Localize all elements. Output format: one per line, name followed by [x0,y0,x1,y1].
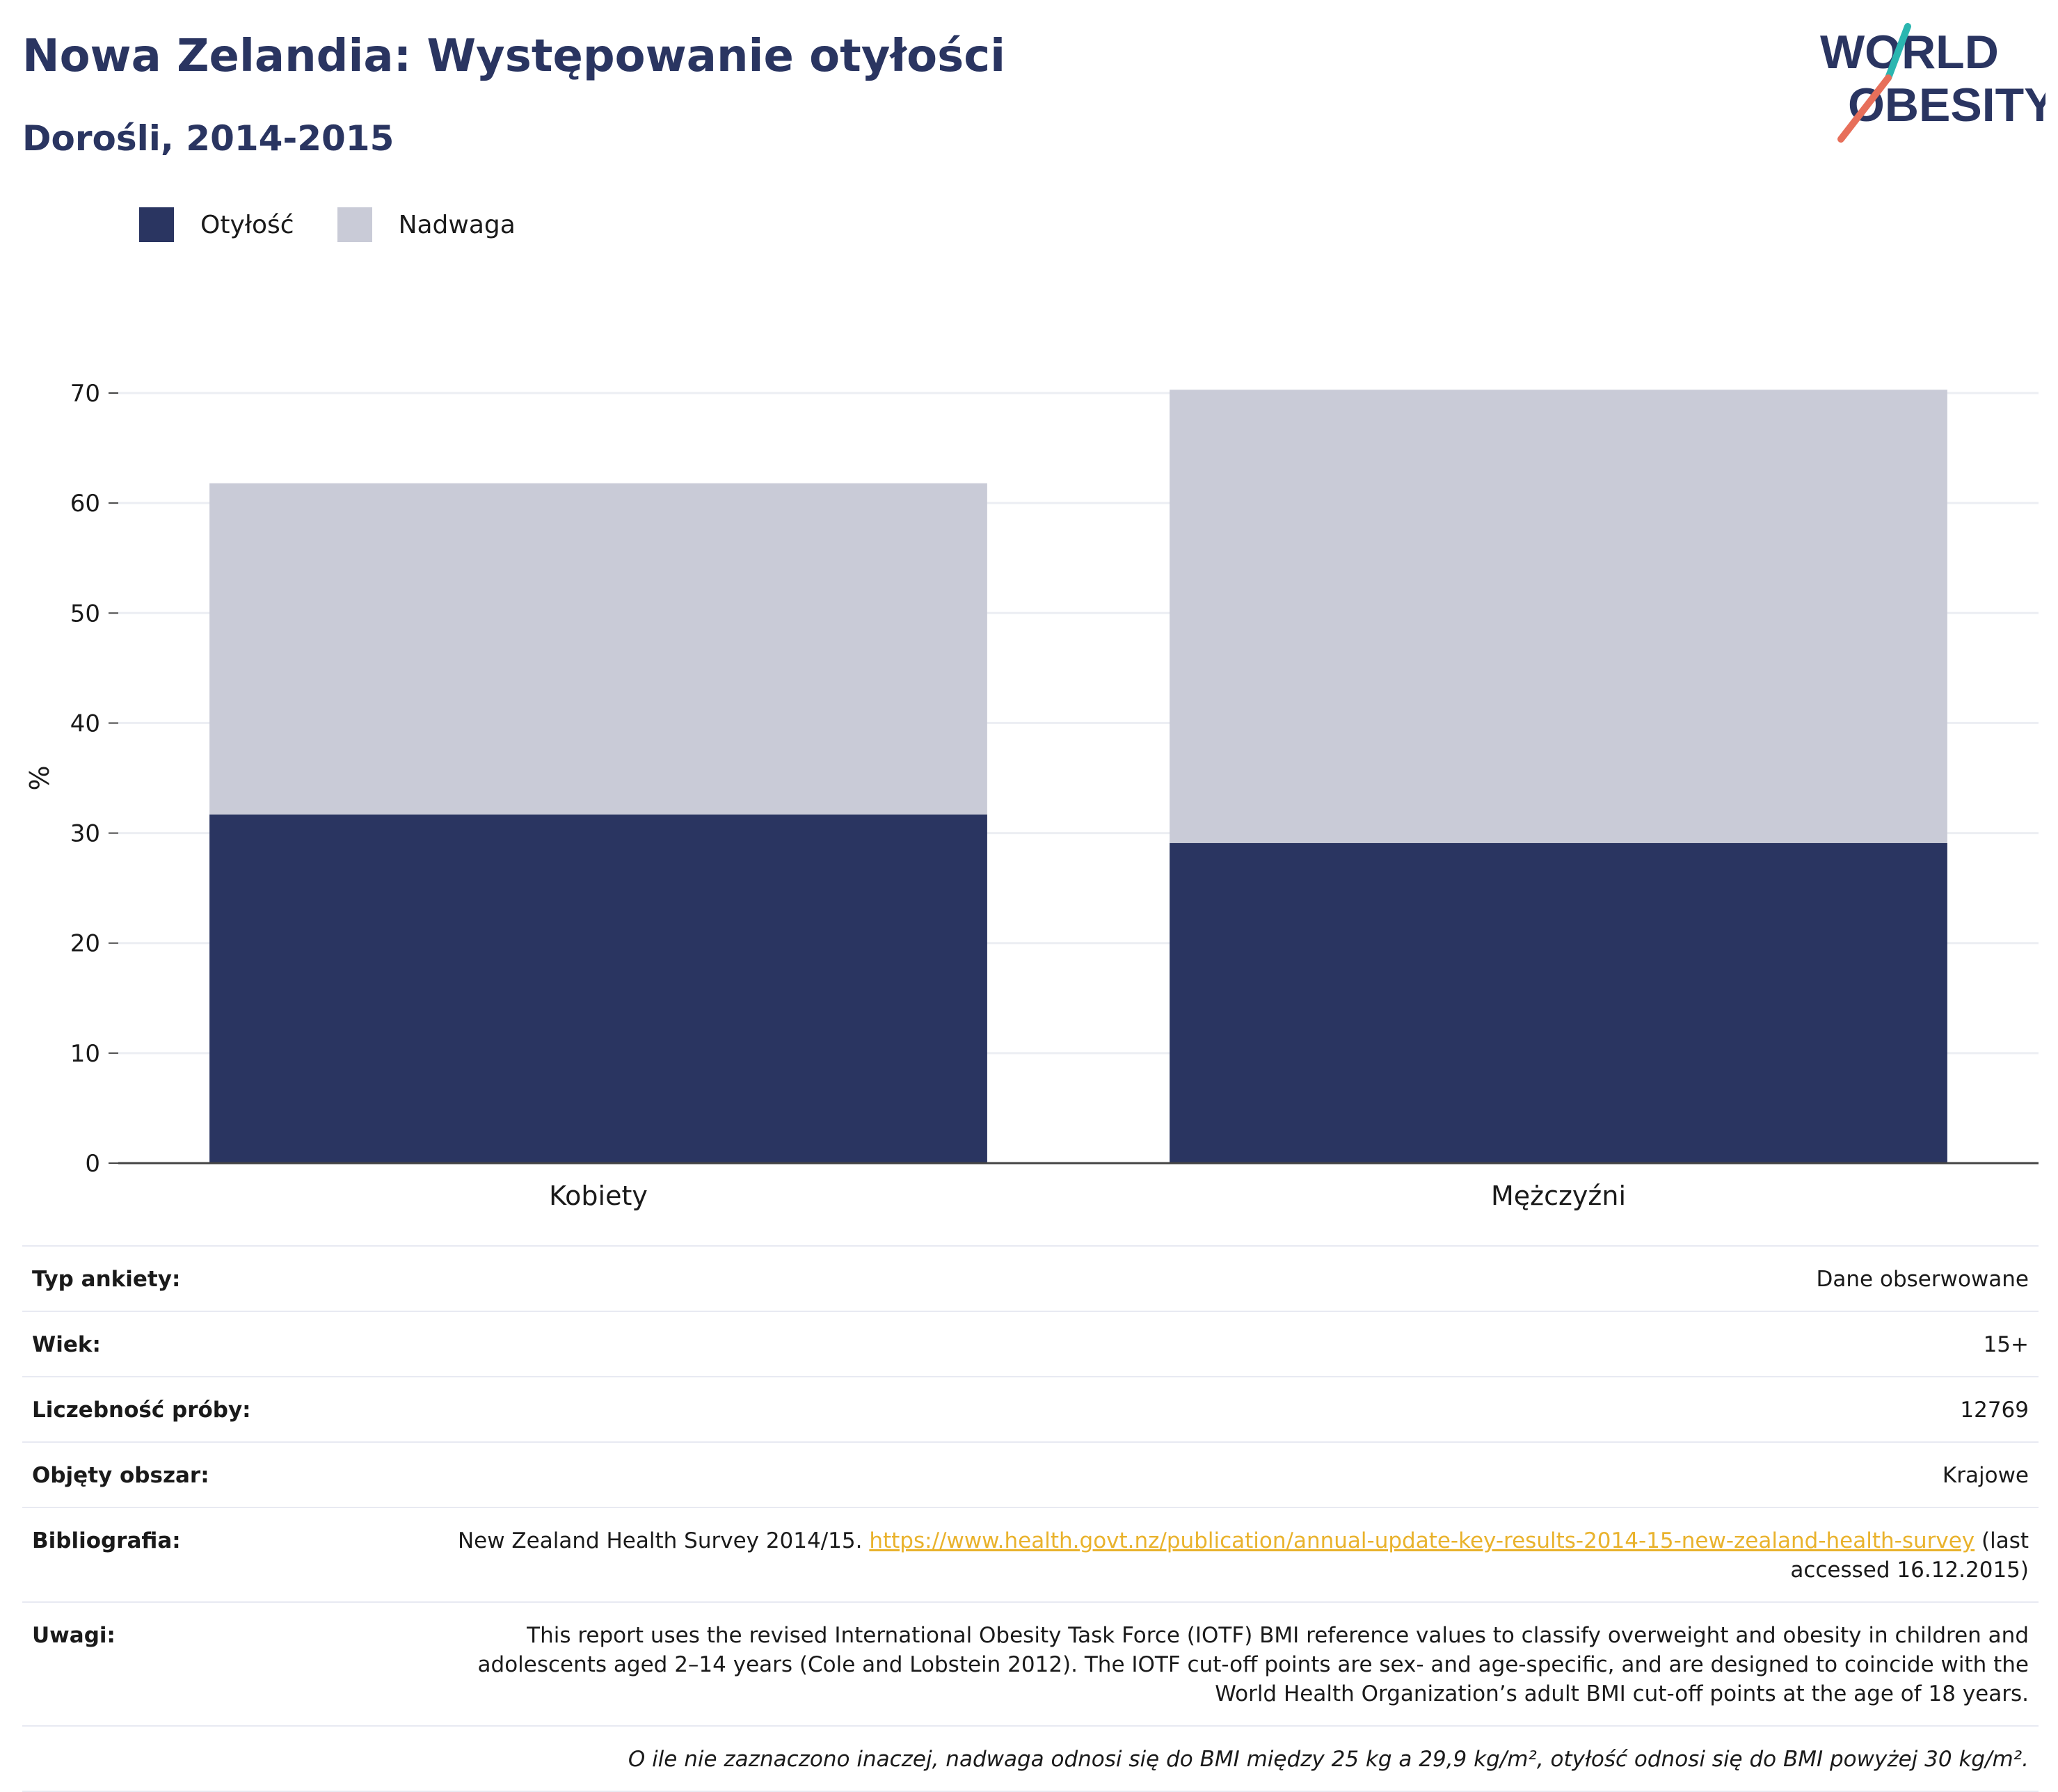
bar-overweight [209,483,987,815]
bar-obesity [209,814,987,1163]
page-subtitle: Dorośli, 2014-2015 [22,118,394,159]
legend-item-obesity: Otyłość [139,207,294,242]
meta-label: Bibliografia: [32,1528,181,1553]
stacked-bar-chart: 0 10 20 30 40 50 60 70% Kobiety Mężczyźni [24,380,2039,1210]
world-obesity-logo: WORLD OBESITY [1820,23,2045,143]
y-tick-label: 0 [85,1150,100,1178]
meta-value: 15+ [1983,1332,2029,1357]
logo-red-stroke [1837,74,1892,143]
meta-row-age: Wiek: 15+ [22,1311,2039,1376]
legend-swatch-obesity [139,207,174,242]
meta-label: Objęty obszar: [32,1463,209,1488]
legend-swatch-overweight [337,207,372,242]
chart-legend: Otyłość Nadwaga [139,207,559,242]
meta-value: Dane obserwowane [1816,1267,2029,1292]
logo-teal-stroke [1885,23,1911,81]
page-title: Nowa Zelandia: Występowanie otyłości [22,31,1006,82]
y-tick-label: 10 [70,1040,100,1068]
y-tick-label: 70 [70,380,100,408]
meta-value: This report uses the revised Internation… [477,1623,2029,1706]
meta-row-footnote: O ile nie zaznaczono inaczej, nadwaga od… [22,1725,2039,1792]
meta-row-notes: Uwagi: This report uses the revised Inte… [22,1601,2039,1725]
logo-line1: WORLD [1820,26,1999,79]
x-tick-label: Mężczyźni [1491,1181,1626,1210]
y-tick-label: 60 [70,490,100,518]
meta-label: Wiek: [32,1332,101,1357]
y-axis-label: % [24,765,55,790]
x-tick-label: Kobiety [549,1181,648,1210]
meta-row-bibliography: Bibliografia: New Zealand Health Survey … [22,1507,2039,1601]
meta-row-sample-size: Liczebność próby: 12769 [22,1376,2039,1441]
bibliography-accessed: (last accessed 16.12.2015) [1790,1528,2029,1583]
meta-label: Typ ankiety: [32,1267,181,1292]
bar-overweight [1170,390,1947,843]
y-tick-label: 50 [70,600,100,627]
legend-item-overweight: Nadwaga [337,207,516,242]
meta-row-area: Objęty obszar: Krajowe [22,1441,2039,1507]
legend-label-overweight: Nadwaga [398,210,516,239]
meta-value: Krajowe [1942,1463,2029,1488]
meta-label: Liczebność próby: [32,1398,251,1423]
legend-label-obesity: Otyłość [200,210,294,239]
footnote-text: O ile nie zaznaczono inaczej, nadwaga od… [628,1747,2029,1772]
meta-row-survey-type: Typ ankiety: Dane obserwowane [22,1245,2039,1311]
meta-label: Uwagi: [32,1623,115,1648]
y-tick-label: 30 [70,820,100,848]
bibliography-text: New Zealand Health Survey 2014/15. [457,1528,863,1553]
y-tick-label: 40 [70,710,100,737]
bibliography-link[interactable]: https://www.health.govt.nz/publication/a… [869,1528,1975,1553]
metadata-table: Typ ankiety: Dane obserwowane Wiek: 15+ … [22,1245,2039,1792]
meta-value: 12769 [1960,1398,2029,1423]
bar-obesity [1170,842,1947,1163]
y-tick-label: 20 [70,930,100,958]
